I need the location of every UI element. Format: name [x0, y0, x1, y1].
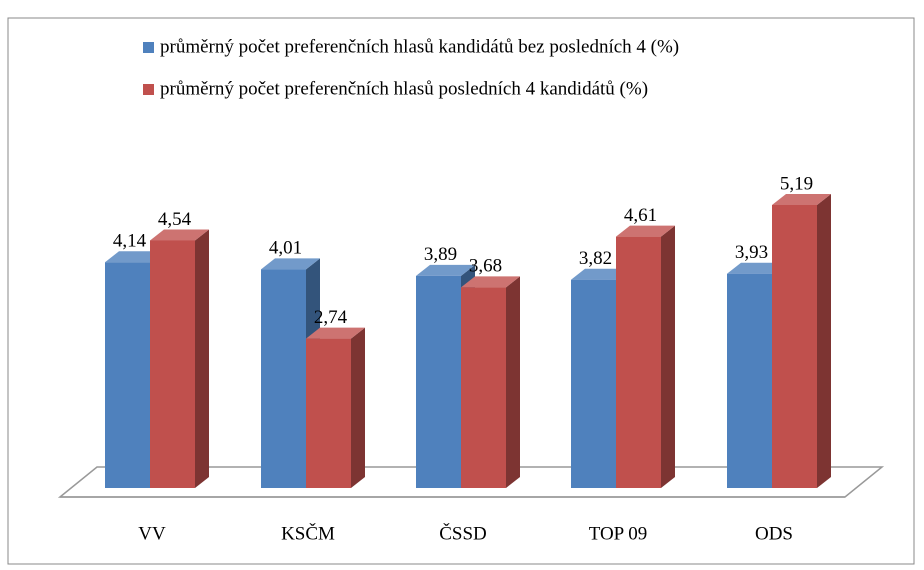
bar-front — [461, 287, 506, 488]
data-label: 3,82 — [579, 248, 612, 269]
bar-top — [616, 225, 675, 237]
bar — [461, 276, 520, 488]
bar-top — [461, 276, 520, 288]
bar — [306, 327, 365, 488]
data-label: 4,54 — [158, 209, 192, 230]
legend-label: průměrný počet preferenčních hlasů kandi… — [160, 36, 679, 57]
data-label: 3,68 — [469, 256, 502, 277]
bar — [772, 194, 831, 488]
x-tick-label: TOP 09 — [589, 523, 648, 544]
bar-front — [616, 236, 661, 488]
bar — [616, 225, 675, 488]
bar-front — [261, 269, 306, 488]
bar-side — [506, 276, 520, 488]
bar-top — [416, 264, 475, 276]
bar-side — [661, 225, 675, 488]
data-label: 3,93 — [735, 242, 768, 263]
bar-front — [727, 273, 772, 488]
bar-top — [571, 268, 630, 280]
bar-front — [105, 262, 150, 488]
x-tick-label: KSČM — [281, 522, 335, 544]
bar-front — [772, 205, 817, 488]
bar-side — [817, 194, 831, 488]
bar-top — [306, 327, 365, 339]
bar-top — [727, 262, 786, 274]
legend-swatch — [143, 84, 154, 95]
x-tick-label: ODS — [755, 523, 793, 544]
bar-side — [195, 229, 209, 488]
bar-top — [772, 194, 831, 205]
bar — [150, 229, 209, 488]
data-label: 5,19 — [780, 173, 813, 194]
bar-front — [416, 275, 461, 488]
bar-front — [571, 279, 616, 488]
data-label: 4,14 — [113, 231, 147, 252]
bar-front — [150, 240, 195, 488]
data-label: 4,01 — [269, 238, 302, 259]
bar-front — [306, 338, 351, 488]
bar-side — [351, 327, 365, 488]
x-tick-label: ČSSD — [439, 522, 487, 544]
data-label: 4,61 — [624, 205, 657, 226]
bar-top — [150, 229, 209, 241]
bar-top — [105, 251, 164, 263]
data-label: 2,74 — [314, 307, 348, 328]
x-tick-label: VV — [138, 523, 166, 544]
legend-label: průměrný počet preferenčních hlasů posle… — [160, 78, 648, 99]
data-label: 3,89 — [424, 244, 457, 265]
legend-swatch — [143, 42, 154, 53]
bar-top — [261, 258, 320, 270]
